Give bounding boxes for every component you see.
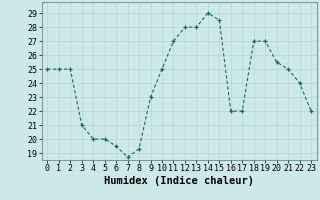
X-axis label: Humidex (Indice chaleur): Humidex (Indice chaleur)	[104, 176, 254, 186]
